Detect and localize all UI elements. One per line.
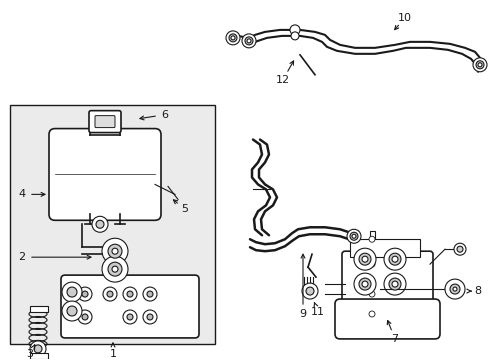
Circle shape xyxy=(147,291,153,297)
Circle shape xyxy=(368,311,374,317)
Circle shape xyxy=(147,314,153,320)
Circle shape xyxy=(290,32,298,40)
Circle shape xyxy=(82,291,88,297)
Text: 8: 8 xyxy=(473,286,481,296)
Circle shape xyxy=(246,39,250,43)
Bar xyxy=(10,105,215,344)
Circle shape xyxy=(225,31,240,45)
Circle shape xyxy=(62,282,82,302)
Bar xyxy=(30,306,48,312)
Bar xyxy=(30,353,48,359)
Circle shape xyxy=(228,34,237,42)
Circle shape xyxy=(346,229,360,243)
Circle shape xyxy=(30,341,46,357)
Circle shape xyxy=(475,61,483,69)
Circle shape xyxy=(67,287,77,297)
Circle shape xyxy=(142,310,157,324)
Bar xyxy=(369,231,374,321)
FancyBboxPatch shape xyxy=(61,275,199,338)
FancyBboxPatch shape xyxy=(49,129,161,220)
Text: 1: 1 xyxy=(109,349,116,359)
Circle shape xyxy=(242,34,256,48)
Circle shape xyxy=(351,234,355,238)
Circle shape xyxy=(383,273,405,295)
Circle shape xyxy=(477,63,481,67)
Circle shape xyxy=(358,253,370,265)
Text: 6: 6 xyxy=(161,110,168,120)
Circle shape xyxy=(107,291,113,297)
Text: 3: 3 xyxy=(26,349,34,359)
FancyBboxPatch shape xyxy=(89,111,121,132)
Text: 11: 11 xyxy=(310,307,325,317)
Circle shape xyxy=(92,216,108,232)
Circle shape xyxy=(472,58,486,72)
Circle shape xyxy=(34,345,42,353)
Text: 9: 9 xyxy=(299,309,306,319)
Circle shape xyxy=(368,291,374,297)
Circle shape xyxy=(112,248,118,254)
Circle shape xyxy=(449,284,459,294)
Circle shape xyxy=(123,310,137,324)
Circle shape xyxy=(127,314,133,320)
Circle shape xyxy=(127,291,133,297)
Circle shape xyxy=(102,238,128,264)
Circle shape xyxy=(353,273,375,295)
Circle shape xyxy=(123,287,137,301)
Circle shape xyxy=(361,256,367,262)
Circle shape xyxy=(368,261,374,267)
Text: 2: 2 xyxy=(19,252,25,262)
Circle shape xyxy=(78,287,92,301)
Circle shape xyxy=(349,232,357,240)
FancyBboxPatch shape xyxy=(95,116,115,127)
Circle shape xyxy=(112,266,118,272)
FancyBboxPatch shape xyxy=(341,251,432,322)
Circle shape xyxy=(244,37,252,45)
Circle shape xyxy=(78,310,92,324)
Circle shape xyxy=(361,281,367,287)
Circle shape xyxy=(230,36,235,40)
Circle shape xyxy=(444,279,464,299)
Circle shape xyxy=(456,246,462,252)
Circle shape xyxy=(96,220,104,228)
Circle shape xyxy=(102,256,128,282)
Circle shape xyxy=(353,248,375,270)
Circle shape xyxy=(82,314,88,320)
Circle shape xyxy=(289,25,299,35)
Text: 4: 4 xyxy=(19,189,25,199)
FancyBboxPatch shape xyxy=(334,299,439,339)
Circle shape xyxy=(388,253,400,265)
Circle shape xyxy=(67,306,77,316)
Bar xyxy=(349,239,419,257)
Circle shape xyxy=(305,287,313,295)
Circle shape xyxy=(452,287,456,291)
Circle shape xyxy=(368,236,374,242)
Circle shape xyxy=(302,283,317,299)
Circle shape xyxy=(391,256,397,262)
Text: 12: 12 xyxy=(275,75,289,85)
Circle shape xyxy=(103,287,117,301)
Text: 5: 5 xyxy=(181,204,188,214)
Circle shape xyxy=(383,248,405,270)
Circle shape xyxy=(388,278,400,290)
Circle shape xyxy=(108,244,122,258)
Text: 7: 7 xyxy=(390,334,398,344)
Circle shape xyxy=(62,301,82,321)
Circle shape xyxy=(108,262,122,276)
Circle shape xyxy=(391,281,397,287)
Circle shape xyxy=(142,287,157,301)
Circle shape xyxy=(358,278,370,290)
Text: 10: 10 xyxy=(397,13,411,23)
Circle shape xyxy=(453,243,465,255)
